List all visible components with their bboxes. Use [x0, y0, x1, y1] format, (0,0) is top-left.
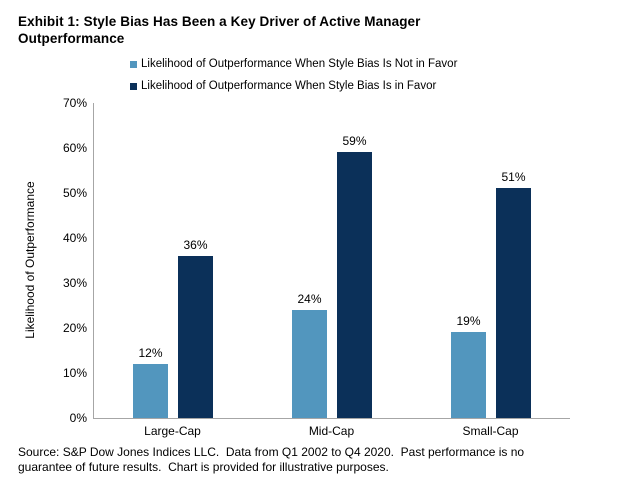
legend-swatch-in-favor: [130, 82, 137, 90]
y-tick-label: 30%: [62, 276, 87, 290]
bar-value-label: 19%: [456, 314, 481, 328]
y-tick-label: 0%: [69, 411, 87, 425]
x-category-label-large-cap: Large-Cap: [144, 424, 201, 438]
x-category-label-mid-cap: Mid-Cap: [308, 424, 355, 438]
legend-label: Likelihood of Outperformance When Style …: [141, 58, 458, 70]
bar-value-label: 36%: [183, 238, 208, 252]
source-note: Source: S&P Dow Jones Indices LLC. Data …: [18, 445, 528, 474]
y-axis-title: Likelihood of Outperformance: [23, 181, 37, 339]
x-axis-line: [93, 418, 570, 419]
y-tick-label: 70%: [62, 96, 87, 110]
bar-small-cap-not-in-favor: [451, 332, 486, 418]
bar-mid-cap-in-favor: [337, 152, 372, 418]
y-tick-label: 60%: [62, 141, 87, 155]
legend-item-in-favor: Likelihood of Outperformance When Style …: [130, 79, 457, 93]
bar-value-label: 12%: [138, 346, 163, 360]
bar-mid-cap-not-in-favor: [292, 310, 327, 418]
y-tick-label: 10%: [62, 366, 87, 380]
bar-small-cap-in-favor: [496, 188, 531, 418]
legend-item-not-in-favor: Likelihood of Outperformance When Style …: [130, 57, 457, 71]
y-axis-line: [93, 103, 94, 418]
y-tick-label: 50%: [62, 186, 87, 200]
y-tick-label: 40%: [62, 231, 87, 245]
bar-value-label: 51%: [501, 170, 526, 184]
bar-large-cap-in-favor: [178, 256, 213, 418]
bar-value-label: 59%: [342, 134, 367, 148]
chart-title: Exhibit 1: Style Bias Has Been a Key Dri…: [18, 14, 421, 46]
bar-value-label: 24%: [297, 292, 322, 306]
legend-label: Likelihood of Outperformance When Style …: [141, 80, 437, 92]
legend-swatch-not-in-favor: [130, 60, 137, 68]
chart-legend: Likelihood of Outperformance When Style …: [130, 57, 457, 101]
bar-large-cap-not-in-favor: [133, 364, 168, 418]
x-category-label-small-cap: Small-Cap: [462, 424, 519, 438]
y-tick-label: 20%: [62, 321, 87, 335]
